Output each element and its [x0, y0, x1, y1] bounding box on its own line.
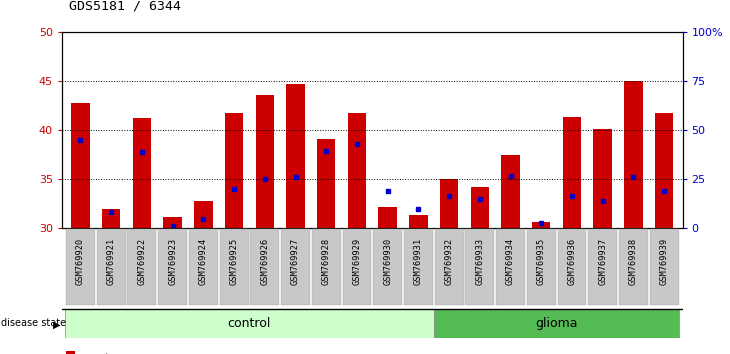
Text: ▶: ▶	[53, 320, 61, 330]
Bar	[133, 118, 151, 228]
FancyBboxPatch shape	[588, 229, 617, 306]
Text: GSM769934: GSM769934	[506, 238, 515, 285]
Text: GSM769925: GSM769925	[229, 238, 239, 285]
FancyBboxPatch shape	[97, 229, 126, 306]
FancyBboxPatch shape	[496, 229, 525, 306]
FancyBboxPatch shape	[373, 229, 402, 306]
FancyBboxPatch shape	[158, 229, 187, 306]
Bar	[502, 155, 520, 228]
FancyBboxPatch shape	[312, 229, 341, 306]
Bar	[593, 129, 612, 228]
Bar	[563, 117, 581, 228]
FancyBboxPatch shape	[220, 229, 248, 306]
Text: GSM769933: GSM769933	[475, 238, 484, 285]
Text: GSM769936: GSM769936	[567, 238, 577, 285]
Bar	[194, 201, 212, 228]
Bar	[164, 217, 182, 228]
Bar	[624, 81, 642, 228]
Bar	[255, 95, 274, 228]
Bar	[378, 207, 397, 228]
Text: GSM769920: GSM769920	[76, 238, 85, 285]
FancyBboxPatch shape	[558, 229, 586, 306]
Bar	[655, 113, 673, 228]
Text: GDS5181 / 6344: GDS5181 / 6344	[69, 0, 181, 12]
Text: disease state: disease state	[1, 318, 66, 328]
Text: GSM769931: GSM769931	[414, 238, 423, 285]
Text: glioma: glioma	[535, 317, 578, 330]
Bar	[532, 222, 550, 228]
Text: GSM769927: GSM769927	[291, 238, 300, 285]
Text: GSM769938: GSM769938	[629, 238, 638, 285]
Bar	[409, 215, 428, 228]
FancyBboxPatch shape	[404, 229, 433, 306]
Text: GSM769924: GSM769924	[199, 238, 208, 285]
Text: GSM769937: GSM769937	[598, 238, 607, 285]
FancyBboxPatch shape	[342, 229, 372, 306]
Text: GSM769932: GSM769932	[445, 238, 453, 285]
Text: GSM769928: GSM769928	[322, 238, 331, 285]
FancyBboxPatch shape	[527, 229, 556, 306]
Text: GSM769935: GSM769935	[537, 238, 546, 285]
FancyBboxPatch shape	[466, 229, 494, 306]
FancyBboxPatch shape	[65, 309, 434, 338]
Bar	[72, 103, 90, 228]
FancyBboxPatch shape	[128, 229, 156, 306]
FancyBboxPatch shape	[250, 229, 279, 306]
Text: GSM769939: GSM769939	[660, 238, 669, 285]
Bar	[471, 187, 489, 228]
Bar	[347, 113, 366, 228]
FancyBboxPatch shape	[281, 229, 310, 306]
Text: GSM769921: GSM769921	[107, 238, 115, 285]
Bar	[225, 113, 243, 228]
FancyBboxPatch shape	[66, 229, 95, 306]
Bar	[286, 84, 304, 228]
Text: GSM769923: GSM769923	[168, 238, 177, 285]
Text: GSM769922: GSM769922	[137, 238, 147, 285]
Text: GSM769930: GSM769930	[383, 238, 392, 285]
Text: GSM769926: GSM769926	[261, 238, 269, 285]
Bar	[102, 209, 120, 228]
Text: count: count	[79, 353, 110, 354]
Bar	[440, 179, 458, 228]
Bar	[317, 139, 336, 228]
FancyBboxPatch shape	[434, 229, 464, 306]
FancyBboxPatch shape	[434, 309, 680, 338]
FancyBboxPatch shape	[189, 229, 218, 306]
FancyBboxPatch shape	[619, 229, 648, 306]
Text: control: control	[228, 317, 271, 330]
FancyBboxPatch shape	[650, 229, 679, 306]
Text: GSM769929: GSM769929	[353, 238, 361, 285]
